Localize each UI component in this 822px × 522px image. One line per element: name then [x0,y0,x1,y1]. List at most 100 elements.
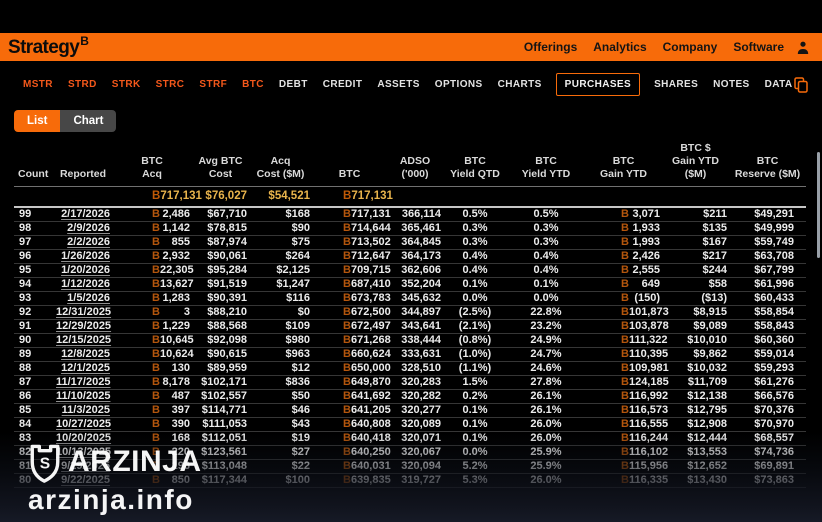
cell-acq_cost: $116 [249,291,312,306]
reported-date-link[interactable]: 2/9/2026 [67,222,110,234]
cell-yield_ytd: 25.9% [507,459,585,474]
reported-date-link[interactable]: 11/10/2025 [56,390,111,402]
reported-date-link[interactable]: 12/31/2025 [56,306,112,318]
reported-date-link[interactable]: 12/1/2025 [61,362,110,374]
cell-reserve: $74,736 [729,445,806,460]
tab-strk[interactable]: STRK [111,79,141,90]
tab-strf[interactable]: STRF [199,79,228,90]
btc-symbol: B [621,390,629,402]
summary-cell-adso [387,186,443,208]
cell-value: 640,808 [350,418,391,430]
tab-assets[interactable]: ASSETS [377,79,420,90]
nav-link-analytics[interactable]: Analytics [593,40,647,54]
account-button[interactable] [796,40,810,55]
tab-notes[interactable]: NOTES [713,79,750,90]
reported-date-link[interactable]: 12/8/2025 [61,348,110,360]
tab-strc[interactable]: STRC [155,79,185,90]
btc-symbol: B [343,306,351,318]
cell-count: 91 [14,319,54,334]
btc-symbol: B [152,320,160,332]
cell-gain_ytd: B 109,981 [585,361,669,376]
btc-symbol: B [621,376,629,388]
cell-gain_ytd: B 111,322 [585,333,668,348]
reported-date-link[interactable]: 1/20/2026 [61,264,110,276]
nav-link-company[interactable]: Company [662,40,718,54]
reported-date-link[interactable]: 1/12/2026 [61,278,110,290]
cell-gain_ytd: B 2,426 [585,249,662,264]
cell-yield_ytd: 23.2% [507,319,585,334]
cell-count: 90 [14,333,54,348]
tab-strd[interactable]: STRD [67,79,97,90]
cell-value: 639,835 [350,474,391,486]
tab-shares[interactable]: SHARES [654,79,699,90]
cell-value: 116,102 [628,446,669,458]
reported-date-link[interactable]: 1/26/2026 [61,250,110,262]
strategy-logo[interactable]: StrategyB [8,35,89,57]
cell-reported: 12/31/2025 [54,305,112,320]
tab-purchases[interactable]: PURCHASES [555,73,641,96]
cell-value: 109,981 [628,362,669,374]
btc-symbol: B [621,418,629,430]
reported-date-link[interactable]: 2/17/2026 [61,208,110,221]
reported-date-link[interactable]: 10/27/2025 [56,418,112,430]
cell-count: 87 [14,375,54,390]
reported-date-link[interactable]: 2/2/2026 [67,236,110,248]
view-toggle-chart[interactable]: Chart [60,110,117,132]
cell-btc: B 660,624 [312,347,391,362]
cell-gain_usd: $8,915 [662,305,729,320]
cell-reported: 12/8/2025 [54,347,112,362]
cell-reserve: $58,854 [729,305,806,320]
view-toggle-list[interactable]: List [14,110,61,132]
cell-avg_cost: $89,959 [192,361,249,376]
reported-date-link[interactable]: 1/5/2026 [67,292,110,304]
summary-cell-acq_cost: $54,521 [249,186,312,208]
cell-reserve: $58,843 [729,319,806,334]
tab-debt[interactable]: DEBT [278,79,308,90]
nav-link-software[interactable]: Software [733,40,784,54]
cell-value: 641,692 [350,390,391,402]
cell-yield_qtd: 0.5% [443,207,507,222]
btc-symbol: B [621,362,629,374]
cell-btc_acq: B 22,305 [112,263,194,278]
tab-charts[interactable]: CHARTS [497,79,542,90]
cell-adso: 320,282 [387,389,443,404]
cell-btc: B 672,500 [312,305,391,320]
shield-letter: S [40,455,50,472]
nav-link-offerings[interactable]: Offerings [523,40,578,54]
cell-value: 116,992 [628,390,669,402]
tab-mstr[interactable]: MSTR [23,79,53,90]
tab-credit[interactable]: CREDIT [322,79,363,90]
copy-icon [794,76,808,93]
vertical-scrollbar-thumb[interactable] [817,152,820,258]
tab-data[interactable]: DATA [764,79,793,90]
cell-btc_acq: B 8,178 [112,375,192,390]
copy-button[interactable] [794,76,808,93]
cell-reserve: $61,996 [729,277,806,292]
cell-acq_cost: $90 [249,221,312,236]
reported-date-link[interactable]: 12/29/2025 [56,320,112,332]
cell-value: 124,185 [628,376,669,388]
reported-date-link[interactable]: 11/3/2025 [61,404,110,416]
cell-btc: B 687,410 [312,277,391,292]
cell-adso: 333,631 [387,347,443,362]
tab-options[interactable]: OPTIONS [434,79,483,90]
reported-date-link[interactable]: 12/15/2025 [56,334,112,346]
table-row: 99 2/17/2026 B 2,486 $67,710 $168 B 717,131 366,… [14,207,806,222]
cell-value: 709,715 [350,264,391,276]
tab-btc[interactable]: BTC [242,79,264,90]
cell-gain_usd: $12,652 [662,459,729,474]
reported-date-link[interactable]: 11/17/2025 [56,376,111,388]
cell-acq_cost: $19 [249,431,312,446]
cell-value: 713,502 [350,236,391,248]
cell-gain_ytd: B 1,933 [585,221,662,236]
table-row: 86 11/10/2025 B 487 $102,557 $50 B 641,692 320,2… [14,389,806,404]
cell-gain_usd: $9,862 [662,347,729,362]
cell-value: 10,645 [159,334,194,346]
table-header-row: Count Reported BTC Acq Avg BTC Cost Acq Cost… [14,142,806,187]
summary-cell-yield_qtd [443,186,507,208]
tab-bar: MSTR STRD STRK STRC STRF BTC DEBT CREDIT ASSETS O… [0,61,822,104]
cell-gain_usd: $12,444 [662,431,729,446]
cell-count: 96 [14,249,54,264]
cell-gain_usd: $135 [662,221,729,236]
